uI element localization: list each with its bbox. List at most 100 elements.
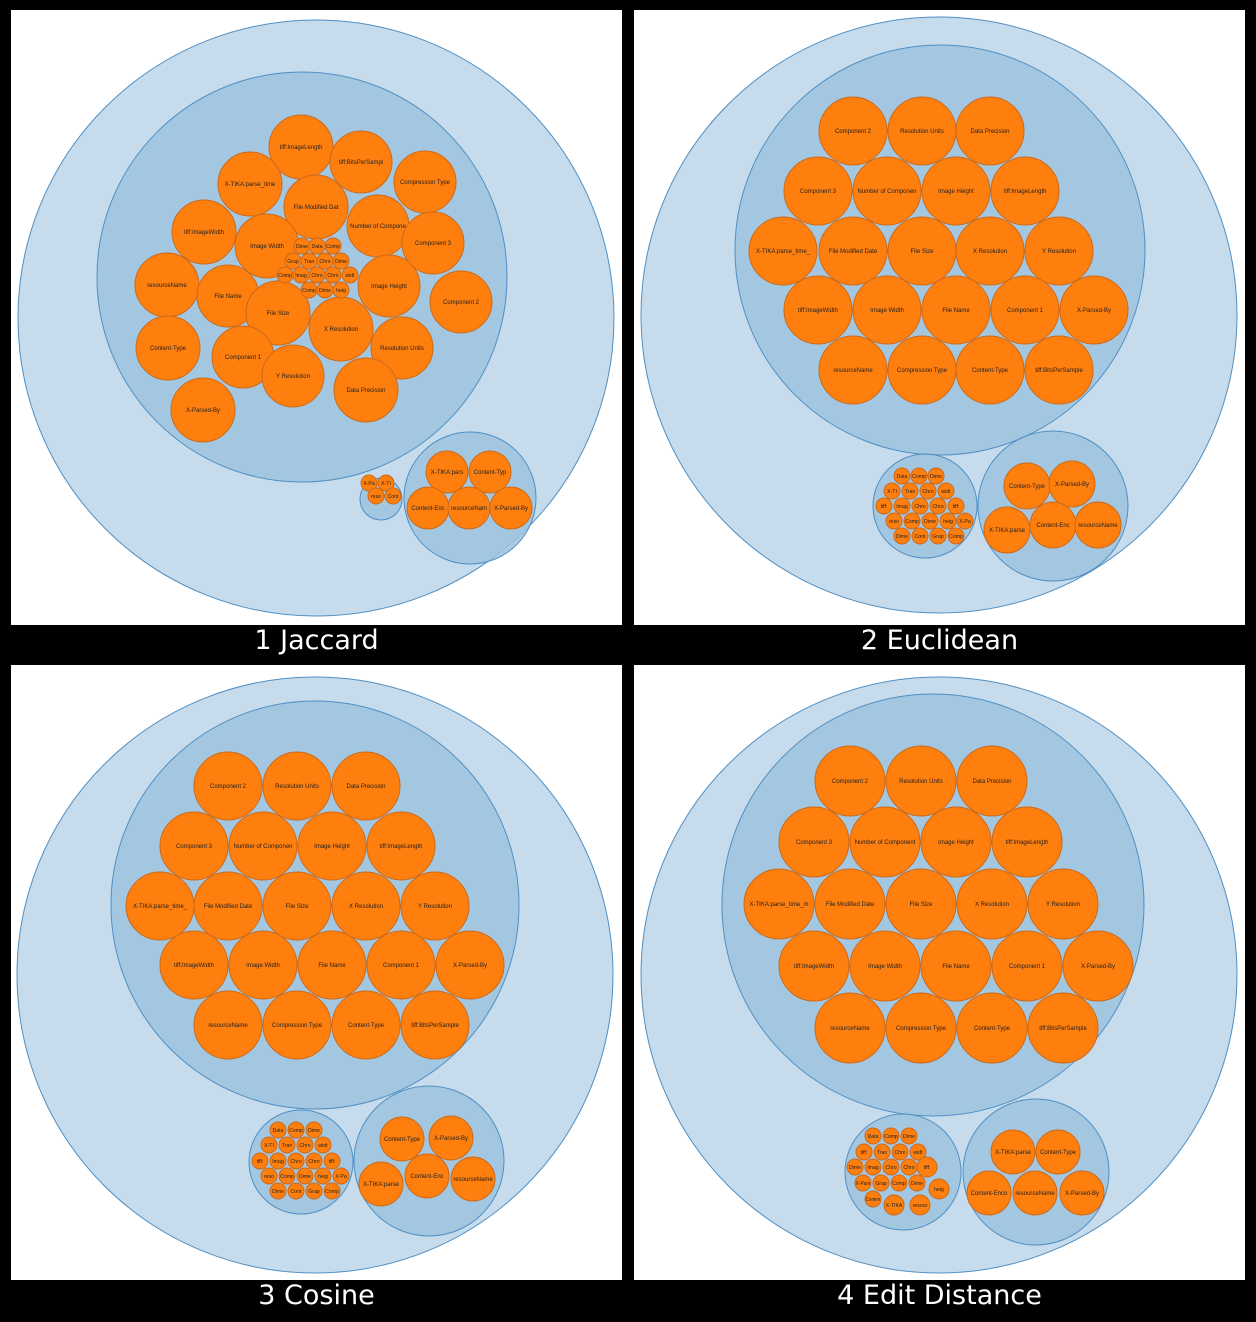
leaf-label: Grap <box>875 1181 887 1187</box>
right-leaves: Content-Type X-Parsed-By X-TIKA:parse Conte… <box>358 1115 496 1207</box>
leaf-label: Content-Type <box>348 1023 385 1029</box>
leaf-circle <box>783 275 853 345</box>
leaf-label: Chro <box>327 273 338 279</box>
leaf-circle <box>885 745 957 817</box>
leaf-label: Comp <box>280 1174 294 1180</box>
leaf-label: Content-Type <box>150 346 187 352</box>
leaf-label: File Size <box>910 249 934 255</box>
leaf-label: Number of Componen <box>233 844 292 850</box>
leaf-label: File Modified Date <box>829 249 878 255</box>
small-leaves: Data Comp Dime X-TI Tran Chro widt tiff: Imag Chr… <box>875 467 974 545</box>
circle-packing-euclidean: Component 2 Resolution Units Data Precisio… <box>640 16 1238 614</box>
leaf-label: Tran <box>304 259 315 265</box>
leaf-label: Chro <box>290 1159 301 1165</box>
leaf-circle <box>748 216 818 286</box>
leaf-label: X Resolution <box>349 904 383 910</box>
leaf-circle <box>947 497 965 515</box>
leaf-label: Dime <box>319 288 331 294</box>
panel-cosine: Component 2 Resolution Units Data Precisio… <box>11 665 622 1280</box>
leaf-label: Data Precision <box>346 388 385 394</box>
leaf-circle <box>911 527 929 545</box>
leaf-label: resourceName <box>1078 523 1118 529</box>
leaf-circle <box>261 344 325 408</box>
leaf-label: Comp <box>289 1128 303 1134</box>
leaf-label: Content-Enc <box>410 1174 443 1180</box>
leaf-label: Chro <box>922 489 933 495</box>
leaf-circle <box>401 211 465 275</box>
leaf-circle <box>939 512 957 530</box>
leaf-circle <box>251 1152 269 1170</box>
right-leaves: X-TIKA:parse Content-Type Content-Enco reso… <box>966 1129 1105 1216</box>
panel-caption: 4 Edit Distance <box>837 1280 1042 1311</box>
leaf-circle <box>228 930 298 1000</box>
leaf-label: Dime <box>308 1128 320 1134</box>
leaf-label: File Modified Date <box>826 902 875 908</box>
leaf-label: Component 3 <box>800 189 837 195</box>
leaf-label: Compression Type <box>897 368 948 374</box>
leaf-label: Chro <box>903 1165 914 1171</box>
leaf-label: Grap <box>932 534 944 540</box>
leaf-label: X-Pa <box>959 519 971 525</box>
leaf-label: heig <box>934 1187 944 1193</box>
leaf-circle <box>875 497 893 515</box>
leaf-circle <box>296 1136 314 1154</box>
leaf-label: Y Resolution <box>418 904 452 910</box>
leaf-circle <box>331 990 401 1060</box>
leaf-label: Dime <box>911 1181 923 1187</box>
leaf-circle <box>333 357 399 423</box>
leaf-circle <box>404 1153 450 1199</box>
leaf-circle <box>983 506 1031 554</box>
leaf-circle <box>1074 501 1122 549</box>
leaf-label: Component 1 <box>1009 964 1046 970</box>
leaf-circle <box>893 497 911 515</box>
leaf-circle <box>1059 1170 1105 1216</box>
leaf-label: Image Height <box>938 189 974 195</box>
leaf-label: widt <box>318 1143 328 1149</box>
leaf-circle <box>956 512 974 530</box>
leaf-circle <box>159 811 229 881</box>
leaf-circle <box>314 1167 332 1185</box>
leaf-circle <box>966 1170 1012 1216</box>
leaf-circle <box>990 1129 1036 1175</box>
leaf-label: Data Precision <box>970 129 1009 135</box>
leaf-circle <box>864 1190 882 1208</box>
leaf-circle <box>873 1143 891 1161</box>
leaf-label: tiff:ImageWidth <box>798 308 838 314</box>
leaf-circle <box>305 1182 323 1200</box>
right-leaves: Content-Type X-Parsed-By X-TIKA:parse Conte… <box>983 460 1122 554</box>
leaf-label: Y Resolution <box>1046 902 1080 908</box>
leaf-circle <box>331 871 401 941</box>
leaf-label: X-TI <box>887 489 897 495</box>
leaf-label: Dime <box>924 519 936 525</box>
leaf-label: Y Resolution <box>1042 249 1076 255</box>
leaf-label: Number of Compone <box>350 224 406 230</box>
leaf-label: Comp <box>905 519 919 525</box>
leaf-circle <box>400 871 470 941</box>
leaf-label: Chro <box>932 504 943 510</box>
leaf-circle <box>893 527 911 545</box>
leaf-circle <box>435 930 505 1000</box>
leaf-label: Content-Enco <box>971 1191 1008 1197</box>
leaf-label: X-TIKA <box>886 1203 903 1209</box>
leaf-circle <box>159 930 229 1000</box>
leaf-circle <box>991 806 1063 878</box>
leaf-label: resourceName <box>833 368 873 374</box>
leaf-label: tiff: <box>257 1159 264 1165</box>
leaf-circle <box>193 871 263 941</box>
leaf-label: X-TI <box>264 1143 274 1149</box>
leaf-label: tiff:ImageLength <box>1006 840 1049 846</box>
leaf-circle <box>855 1143 873 1161</box>
leaf-label: Tran <box>282 1143 293 1149</box>
leaf-label: Image Width <box>246 963 280 969</box>
leaf-circle <box>379 1116 425 1162</box>
leaf-label: Image Width <box>870 308 904 314</box>
leaf-circle <box>929 527 947 545</box>
leaf-circle <box>891 1143 909 1161</box>
leaf-label: tiff: <box>881 504 888 510</box>
leaf-circle <box>909 1194 931 1216</box>
small-leaves: Data Comp Dime tiff: Tran Chro widt Dime Imag Chr… <box>846 1127 950 1216</box>
leaf-circle <box>450 1156 496 1202</box>
leaf-label: heig <box>318 1174 328 1180</box>
leaf-circle <box>818 335 888 405</box>
leaf-circle <box>1035 1129 1081 1175</box>
